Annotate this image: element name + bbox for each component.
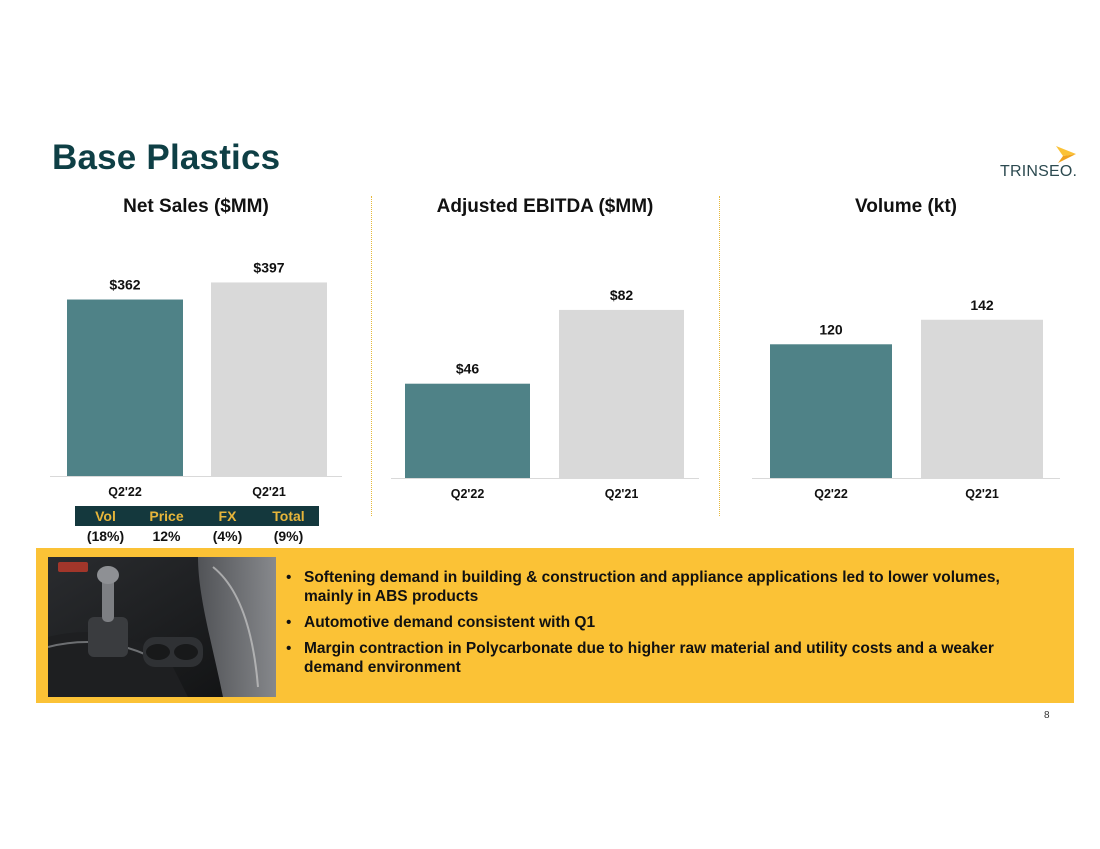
bridge-header-cell: Total: [272, 508, 305, 524]
bar-1: [559, 309, 684, 478]
volume-chart-plot: 120 Q2'22 142 Q2'21: [752, 297, 1060, 501]
ebitda-chart: Adjusted EBITDA ($MM) $46 Q2'22 $82 Q2'21: [391, 196, 699, 506]
commentary-banner: Softening demand in building & construct…: [36, 548, 1074, 703]
bullet-item: Softening demand in building & construct…: [284, 568, 1044, 606]
ebitda-chart-plot: $46 Q2'22 $82 Q2'21: [391, 287, 699, 501]
data-label: $46: [456, 361, 480, 377]
x-tick-label: Q2'22: [451, 487, 485, 501]
bridge-value-cell: (18%): [86, 528, 125, 544]
data-label: $362: [109, 277, 140, 293]
data-label: 120: [819, 321, 843, 337]
data-label: $397: [253, 259, 284, 275]
bridge-value-cell: 12%: [152, 528, 181, 544]
bar-0: [67, 299, 183, 476]
bullet-item: Margin contraction in Polycarbonate due …: [284, 639, 1044, 677]
car-interior-photo: [48, 557, 276, 697]
chart-title: Adjusted EBITDA ($MM): [436, 196, 654, 217]
x-tick-label: Q2'21: [605, 487, 639, 501]
net-sales-chart: Net Sales ($MM) $362 Q2'22 $397 Q2'21: [50, 196, 342, 506]
x-tick-label: Q2'22: [814, 487, 848, 501]
bridge-value-row: (18%) 12% (4%) (9%): [75, 526, 319, 546]
bridge-header-cell: FX: [218, 508, 237, 524]
bridge-header-row: Vol Price FX Total: [75, 506, 319, 526]
chart-divider: [371, 196, 372, 516]
chart-title: Net Sales ($MM): [123, 196, 269, 217]
x-tick-label: Q2'22: [108, 485, 142, 499]
bridge-header-cell: Price: [149, 508, 184, 524]
trinseo-logo: TRINSEO.: [1000, 146, 1077, 186]
logo-chevron-icon: [1056, 146, 1076, 163]
x-tick-label: Q2'21: [965, 487, 999, 501]
chart-title: Volume (kt): [854, 196, 958, 217]
chart-divider: [719, 196, 720, 516]
bar-1: [211, 282, 327, 476]
data-label: 142: [970, 297, 994, 313]
net-sales-chart-plot: $362 Q2'22 $397 Q2'21: [50, 259, 342, 499]
commentary-bullets: Softening demand in building & construct…: [284, 568, 1044, 684]
logo-text: TRINSEO.: [1000, 163, 1078, 180]
page-number: 8: [1044, 710, 1050, 721]
page-title: Base Plastics: [52, 138, 281, 177]
bullet-item: Automotive demand consistent with Q1: [284, 613, 1044, 632]
x-tick-label: Q2'21: [252, 485, 286, 499]
net-sales-bridge-table: Vol Price FX Total (18%) 12% (4%) (9%): [75, 506, 319, 546]
bar-1: [921, 319, 1043, 478]
bar-0: [770, 344, 892, 478]
bridge-value-cell: (4%): [212, 528, 243, 544]
bridge-header-cell: Vol: [95, 508, 116, 524]
bridge-value-cell: (9%): [273, 528, 304, 544]
data-label: $82: [610, 287, 634, 303]
volume-chart: Volume (kt) 120 Q2'22 142 Q2'21: [752, 196, 1060, 506]
bar-0: [405, 383, 530, 478]
